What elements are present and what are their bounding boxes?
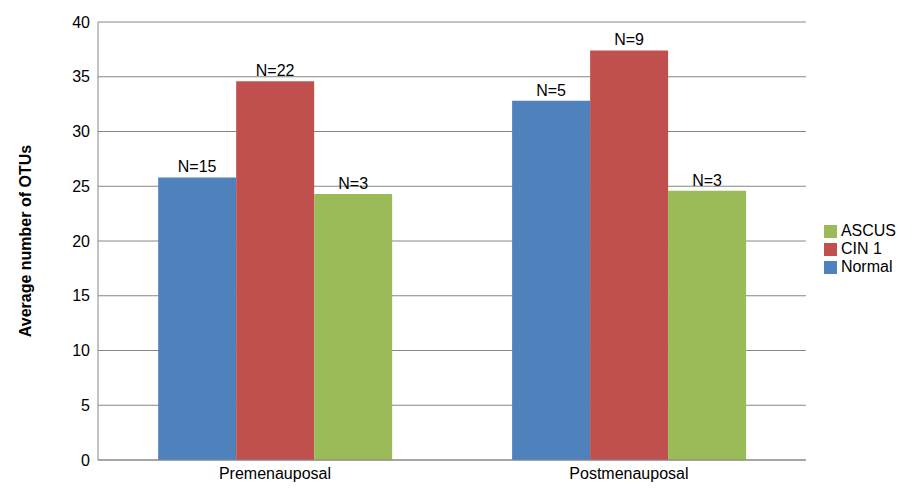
svg-text:N=22: N=22	[256, 62, 295, 79]
html-text:Normal: Normal	[840, 258, 893, 275]
svg-text:Average number of OTUs: Average number of OTUs	[17, 145, 34, 337]
svg-text:Premenauposal: Premenauposal	[219, 465, 331, 482]
svg-text:N=3: N=3	[692, 172, 722, 189]
html-text:CIN 1: CIN 1	[840, 240, 882, 257]
svg-text:Postmenauposal: Postmenauposal	[569, 465, 688, 482]
svg-text:20: 20	[72, 233, 90, 250]
svg-text:10: 10	[72, 342, 90, 359]
svg-text:0: 0	[81, 452, 90, 469]
svg-text:35: 35	[72, 68, 90, 85]
svg-text:15: 15	[72, 287, 90, 304]
svg-text:N=5: N=5	[536, 82, 566, 99]
svg-text:40: 40	[72, 14, 90, 31]
svg-text:30: 30	[72, 123, 90, 140]
svg-text:N=3: N=3	[338, 175, 368, 192]
svg-text:25: 25	[72, 178, 90, 195]
html-text:ASCUS: ASCUS	[840, 222, 896, 239]
svg-text:5: 5	[81, 397, 90, 414]
svg-text:N=15: N=15	[178, 158, 217, 175]
svg-text:N=9: N=9	[614, 31, 644, 48]
